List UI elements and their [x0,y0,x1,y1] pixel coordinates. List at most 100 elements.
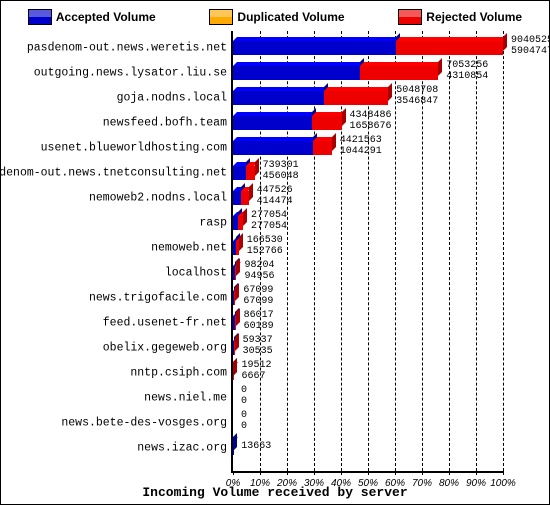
value-rejected: 5904747 [511,47,550,57]
legend-accepted-label: Accepted Volume [56,10,156,24]
value-rejected: 4310854 [446,72,488,82]
value-accepted: 67099 [243,286,273,296]
value-rejected: 456048 [263,172,299,182]
server-label: goja.nodns.local [117,92,227,105]
value-accepted: 5048708 [396,86,438,96]
value-accepted: 447526 [257,186,293,196]
value-accepted: 4421563 [340,136,382,146]
server-label: outgoing.news.lysator.liu.se [34,67,227,80]
accepted-bar [233,41,396,55]
legend-rejected-label: Rejected Volume [426,10,522,24]
rejected-bar [235,316,236,330]
duplicated-swatch-icon [209,9,233,25]
value-rejected: 1044291 [340,147,382,157]
rejected-swatch-icon [398,9,422,25]
legend-duplicated-label: Duplicated Volume [237,10,344,24]
server-label: localhost [165,267,227,280]
value-rejected: 67099 [243,297,273,307]
value-accepted: 0 [241,411,247,421]
accepted-bar [233,66,360,80]
server-label: news.niel.me [144,392,227,405]
server-label: pasdenom-out.news.tnetconsulting.net [0,167,227,180]
server-row: pasdenom-out.news.weretis.net90405255904… [233,37,503,59]
rejected-bar [313,141,332,155]
value-rejected: 60189 [244,322,274,332]
rejected-bar [238,216,243,230]
value-accepted: 739301 [263,161,299,171]
server-row: rasp277054277054 [233,212,503,234]
accepted-bar [233,191,241,205]
server-label: nemoweb.net [151,242,227,255]
value-rejected: 30535 [243,347,273,357]
server-label: newsfeed.bofh.team [103,117,227,130]
accepted-swatch-icon [28,9,52,25]
value-accepted: 166530 [247,236,283,246]
value-accepted: 9040525 [511,36,550,46]
value-rejected: 414474 [257,197,293,207]
plot-area: 0%10%20%30%40%50%60%70%80%90%100%pasdeno… [231,31,503,473]
value-rejected: 1658676 [350,122,392,132]
value-accepted: 277054 [251,211,287,221]
legend: Accepted Volume Duplicated Volume Reject… [1,5,549,29]
value-accepted: 0 [241,386,247,396]
server-label: pasdenom-out.news.weretis.net [27,42,227,55]
server-row: news.bete-des-vosges.org00 [233,412,503,434]
value-rejected: 94956 [244,272,274,282]
value-accepted: 7053256 [446,61,488,71]
server-label: nntp.csiph.com [130,367,227,380]
server-row: news.trigofacile.com6709967099 [233,287,503,309]
server-row: nntp.csiph.com195126667 [233,362,503,384]
rejected-bar [235,266,237,280]
rejected-bar [234,291,235,305]
server-label: news.izac.org [137,442,227,455]
value-accepted: 19512 [241,361,271,371]
value-rejected: 152766 [247,247,283,257]
gridline [503,31,504,471]
server-row: feed.usenet-fr.net8601760189 [233,312,503,334]
chart-container: Accepted Volume Duplicated Volume Reject… [0,0,550,505]
server-label: obelix.gegeweb.org [103,342,227,355]
accepted-bar [233,91,324,105]
value-accepted: 86017 [244,311,274,321]
value-rejected: 6667 [241,372,265,382]
server-label: usenet.blueworldhosting.com [41,142,227,155]
accepted-bar [233,116,312,130]
server-row: nemoweb2.nodns.local447526414474 [233,187,503,209]
x-axis-title: Incoming Volume received by server [1,485,549,500]
rejected-bar [396,41,503,55]
rejected-bar [324,91,388,105]
server-row: nemoweb.net166530152766 [233,237,503,259]
server-label: news.trigofacile.com [89,292,227,305]
value-accepted: 4348486 [350,111,392,121]
rejected-bar [236,241,239,255]
value-rejected: 0 [241,422,247,432]
server-label: rasp [199,217,227,230]
value-rejected: 3546847 [396,97,438,107]
server-row: goja.nodns.local50487083546847 [233,87,503,109]
value-rejected: 0 [241,397,247,407]
server-row: localhost9820494956 [233,262,503,284]
server-row: obelix.gegeweb.org5933730535 [233,337,503,359]
server-label: feed.usenet-fr.net [103,317,227,330]
server-row: news.niel.me00 [233,387,503,409]
server-row: usenet.blueworldhosting.com4421563104429… [233,137,503,159]
rejected-bar [246,166,254,180]
legend-accepted: Accepted Volume [28,9,156,25]
value-accepted: 59337 [243,336,273,346]
rejected-bar [312,116,342,130]
accepted-bar [233,141,313,155]
server-row: news.izac.org13663 [233,437,503,459]
server-label: nemoweb2.nodns.local [89,192,227,205]
rejected-bar [234,341,235,355]
value-accepted: 98204 [244,261,274,271]
server-row: outgoing.news.lysator.liu.se705325643108… [233,62,503,84]
legend-duplicated: Duplicated Volume [209,9,344,25]
server-label: news.bete-des-vosges.org [61,417,227,430]
server-row: pasdenom-out.news.tnetconsulting.net7393… [233,162,503,184]
accepted-bar [233,166,246,180]
rejected-bar [241,191,248,205]
rejected-bar [360,66,438,80]
value-accepted: 13663 [241,442,271,452]
server-row: newsfeed.bofh.team43484861658676 [233,112,503,134]
legend-rejected: Rejected Volume [398,9,522,25]
